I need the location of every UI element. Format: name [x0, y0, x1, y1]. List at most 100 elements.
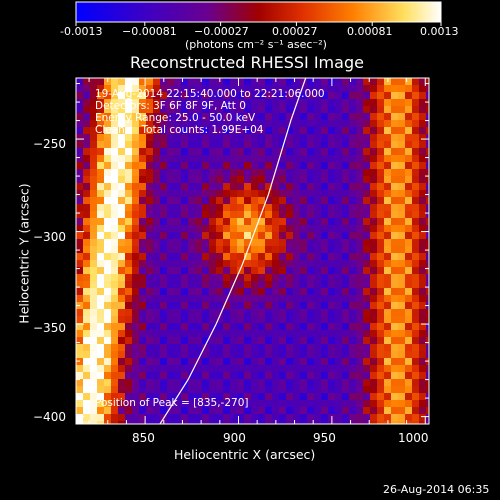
heatmap-cell	[132, 232, 140, 240]
heatmap-cell	[412, 330, 420, 338]
heatmap-cell	[104, 358, 112, 366]
heatmap-cell	[307, 106, 315, 114]
heatmap-cell	[223, 400, 231, 408]
heatmap-cell	[342, 113, 350, 121]
heatmap-cell	[83, 302, 91, 310]
heatmap-cell	[265, 372, 273, 380]
heatmap-cell	[125, 155, 133, 163]
heatmap-cell	[188, 267, 196, 275]
heatmap-cell	[195, 386, 203, 394]
heatmap-cell	[272, 379, 280, 387]
heatmap-cell	[370, 78, 378, 86]
heatmap-cell	[279, 372, 287, 380]
heatmap-cell	[363, 78, 371, 86]
heatmap-cell	[97, 148, 105, 156]
heatmap-cell	[167, 183, 175, 191]
heatmap-cell	[195, 253, 203, 261]
heatmap-cell	[237, 344, 245, 352]
heatmap-cell	[370, 260, 378, 268]
heatmap-cell	[153, 260, 161, 268]
heatmap-cell	[111, 211, 119, 219]
heatmap-cell	[244, 372, 252, 380]
heatmap-cell	[90, 379, 98, 387]
heatmap-cell	[83, 372, 91, 380]
heatmap-cell	[209, 316, 217, 324]
heatmap-cell	[153, 330, 161, 338]
heatmap-cell	[83, 239, 91, 247]
heatmap-cell	[293, 92, 301, 100]
heatmap-cell	[251, 148, 259, 156]
heatmap-cell	[195, 155, 203, 163]
heatmap-cell	[90, 267, 98, 275]
heatmap-cell	[426, 274, 429, 282]
heatmap-cell	[412, 323, 420, 331]
heatmap-cell	[258, 372, 266, 380]
heatmap-cell	[181, 155, 189, 163]
heatmap-cell	[76, 267, 84, 275]
heatmap-cell	[307, 190, 315, 198]
heatmap-cell	[188, 358, 196, 366]
heatmap-cell	[265, 211, 273, 219]
heatmap-cell	[426, 176, 429, 184]
heatmap-cell	[293, 309, 301, 317]
heatmap-cell	[76, 148, 84, 156]
heatmap-cell	[258, 302, 266, 310]
heatmap-cell	[258, 78, 266, 86]
heatmap-cell	[300, 274, 308, 282]
heatmap-cell	[244, 288, 252, 296]
heatmap-cell	[125, 407, 133, 415]
heatmap-cell	[174, 162, 182, 170]
heatmap-cell	[377, 127, 385, 135]
heatmap-cell	[237, 288, 245, 296]
heatmap-cell	[223, 267, 231, 275]
heatmap-cell	[349, 190, 357, 198]
heatmap-cell	[97, 414, 105, 422]
heatmap-cell	[272, 176, 280, 184]
heatmap-cell	[118, 351, 126, 359]
heatmap-cell	[181, 99, 189, 107]
heatmap-cell	[300, 344, 308, 352]
heatmap-cell	[216, 148, 224, 156]
heatmap-cell	[370, 246, 378, 254]
heatmap-cell	[342, 316, 350, 324]
heatmap-cell	[244, 127, 252, 135]
heatmap-cell	[293, 218, 301, 226]
heatmap-cell	[398, 344, 406, 352]
heatmap-cell	[405, 211, 413, 219]
heatmap-cell	[125, 400, 133, 408]
heatmap-cell	[181, 218, 189, 226]
heatmap-cell	[279, 407, 287, 415]
heatmap-cell	[391, 358, 399, 366]
heatmap-cell	[139, 323, 147, 331]
heatmap-cell	[223, 190, 231, 198]
heatmap-cell	[76, 127, 84, 135]
heatmap-cell	[307, 85, 315, 93]
heatmap-cell	[335, 239, 343, 247]
heatmap-cell	[363, 323, 371, 331]
heatmap-cell	[412, 183, 420, 191]
heatmap-cell	[314, 225, 322, 233]
heatmap-cell	[419, 274, 427, 282]
heatmap-cell	[321, 421, 329, 424]
heatmap-cell	[398, 246, 406, 254]
heatmap-cell	[167, 393, 175, 401]
heatmap-cell	[139, 127, 147, 135]
footer-timestamp: 26-Aug-2014 06:35	[383, 483, 490, 496]
heatmap-cell	[188, 120, 196, 128]
heatmap-cell	[300, 106, 308, 114]
heatmap-cell	[216, 162, 224, 170]
heatmap-cell	[370, 232, 378, 240]
heatmap-cell	[300, 253, 308, 261]
heatmap-cell	[118, 302, 126, 310]
heatmap-cell	[230, 85, 238, 93]
heatmap-cell	[104, 232, 112, 240]
heatmap-cell	[419, 316, 427, 324]
heatmap-cell	[167, 365, 175, 373]
heatmap-cell	[139, 148, 147, 156]
heatmap-cell	[90, 211, 98, 219]
heatmap-cell	[286, 386, 294, 394]
heatmap-cell	[377, 330, 385, 338]
heatmap-cell	[188, 316, 196, 324]
heatmap-cell	[342, 176, 350, 184]
heatmap-cell	[300, 204, 308, 212]
